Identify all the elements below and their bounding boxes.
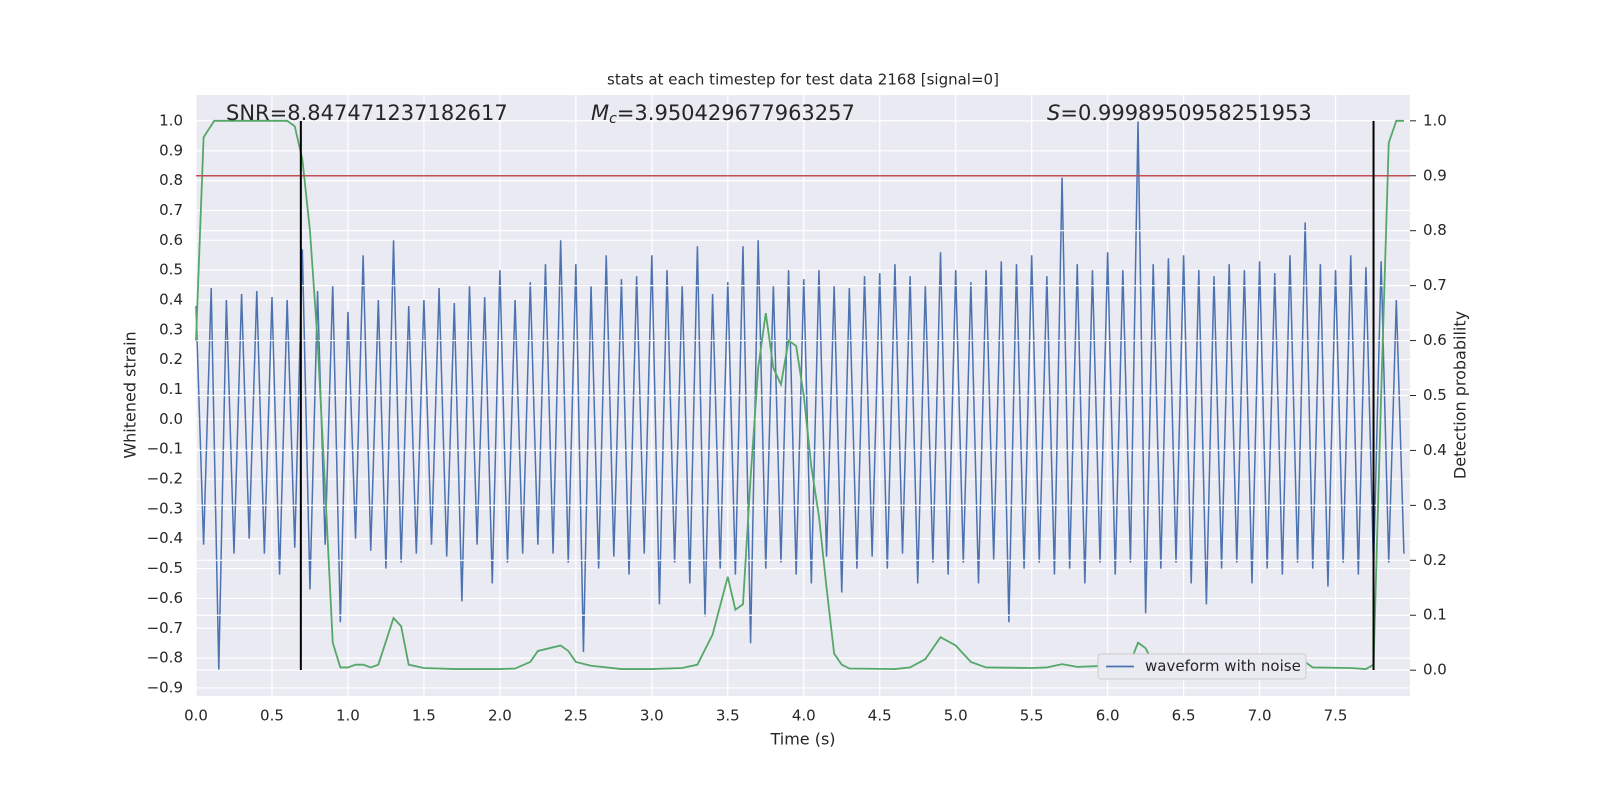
y-tick-label: 0.5 xyxy=(159,261,183,279)
x-tick-label: 4.5 xyxy=(868,707,892,725)
x-tick-label: 0.5 xyxy=(260,707,284,725)
y-tick-label: −0.3 xyxy=(147,499,183,517)
y2-tick-label: 0.1 xyxy=(1423,606,1447,624)
y2-tick-label: 0.9 xyxy=(1423,166,1447,184)
x-tick-label: 7.0 xyxy=(1248,707,1272,725)
s-symbol: S xyxy=(1047,101,1060,125)
x-tick-label: 3.5 xyxy=(716,707,740,725)
y-tick-label: 0.3 xyxy=(159,320,183,338)
y-tick-label: −0.6 xyxy=(147,589,183,607)
s-annotation: S=0.9998950958251953 xyxy=(1047,101,1312,125)
y-tick-label: 0.6 xyxy=(159,231,183,249)
y-tick-label: 0.9 xyxy=(159,141,183,159)
y-tick-label: 0.7 xyxy=(159,201,183,219)
s-value: =0.9998950958251953 xyxy=(1060,101,1311,125)
legend: waveform with noise xyxy=(1097,653,1307,680)
y-tick-label: 1.0 xyxy=(159,111,183,129)
x-tick-label: 7.5 xyxy=(1324,707,1348,725)
y-tick-label: −0.8 xyxy=(147,649,183,667)
y-tick-label: −0.9 xyxy=(147,678,183,696)
plot-layer: 0.0 0.5 1.0 1.5 2.0 2.5 3.0 3.5 4.0 4.5 5.0 5.5 6.0 6… xyxy=(147,95,1447,725)
y2-tick-label: 0.2 xyxy=(1423,551,1447,569)
x-tick-label: 2.5 xyxy=(564,707,588,725)
y-tick-label: −0.2 xyxy=(147,470,183,488)
y-tick-label: 0.0 xyxy=(159,410,183,428)
mc-subscript: c xyxy=(609,111,617,127)
x-tick-label: 2.0 xyxy=(488,707,512,725)
y2-tick-label: 0.7 xyxy=(1423,276,1447,294)
x-tick-label: 1.5 xyxy=(412,707,436,725)
y2-tick-label: 0.3 xyxy=(1423,496,1447,514)
mc-annotation: Mc=3.950429677963257 xyxy=(591,101,855,127)
y-tick-label: −0.5 xyxy=(147,559,183,577)
mc-value: =3.950429677963257 xyxy=(617,101,855,125)
chart-title: stats at each timestep for test data 216… xyxy=(607,71,999,89)
mc-symbol: M xyxy=(591,101,609,125)
y2-tick-label: 0.8 xyxy=(1423,221,1447,239)
snr-annotation: SNR=8.847471237182617 xyxy=(226,101,508,125)
legend-label: waveform with noise xyxy=(1145,657,1301,675)
y2-tick-label: 1.0 xyxy=(1423,111,1447,129)
x-tick-label: 1.0 xyxy=(336,707,360,725)
x-tick-label: 6.0 xyxy=(1096,707,1120,725)
y2-tick-label: 0.4 xyxy=(1423,441,1447,459)
x-tick-label: 0.0 xyxy=(184,707,208,725)
y2-tick-label: 0.5 xyxy=(1423,386,1447,404)
legend-box xyxy=(1097,653,1307,680)
x-tick-label: 4.0 xyxy=(792,707,816,725)
y2-tick-label: 0.0 xyxy=(1423,661,1447,679)
y-tick-label: 0.2 xyxy=(159,350,183,368)
x-axis-label: Time (s) xyxy=(769,730,835,749)
x-tick-label: 3.0 xyxy=(640,707,664,725)
x-tick-label: 5.5 xyxy=(1020,707,1044,725)
x-tick-label: 5.0 xyxy=(944,707,968,725)
y2-axis-label: Detection probability xyxy=(1451,311,1470,479)
y-tick-label: −0.7 xyxy=(147,619,183,637)
y-tick-label: 0.8 xyxy=(159,171,183,189)
series-line xyxy=(195,120,1405,671)
x-tick-label: 6.5 xyxy=(1172,707,1196,725)
y-tick-label: 0.4 xyxy=(159,291,183,309)
y-axis-label: Whitened strain xyxy=(121,331,140,458)
y2-tick-label: 0.6 xyxy=(1423,331,1447,349)
y-tick-label: 0.1 xyxy=(159,380,183,398)
y-tick-label: −0.1 xyxy=(147,440,183,458)
y-tick-label: −0.4 xyxy=(147,529,183,547)
